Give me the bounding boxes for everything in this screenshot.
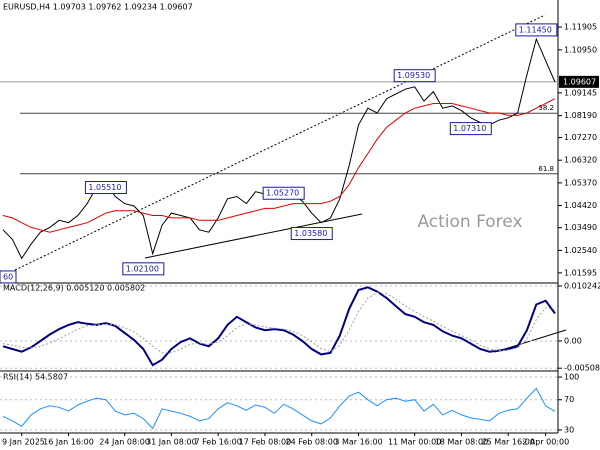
annotation-label: 1.05510 xyxy=(88,183,121,192)
price-annotation xyxy=(262,186,305,200)
annotation-label: 1.07310 xyxy=(453,124,486,133)
y-tick-label: 1.07270 xyxy=(564,133,597,142)
x-tick-label: 3 Mar 16:00 xyxy=(334,438,382,447)
x-tick-label: 17 Feb 08:00 xyxy=(239,438,291,447)
fib-label: 38.2 xyxy=(538,104,554,112)
x-tick-label: 18 Mar 08:00 xyxy=(435,438,488,447)
price-annotation xyxy=(0,270,17,284)
x-tick-label: 24 Jan 08:00 xyxy=(99,438,150,447)
y-tick-label: 1.01595 xyxy=(564,268,597,277)
y-tick-label: 1.10950 xyxy=(564,45,597,54)
series-line xyxy=(2,292,556,354)
x-tick-label: 11 Mar 00:00 xyxy=(388,438,441,447)
y-tick-label: 0.010242 xyxy=(564,281,600,290)
price-annotation xyxy=(393,69,436,83)
series-line xyxy=(2,387,556,430)
fib-label: 61.8 xyxy=(538,165,554,173)
x-tick-label: 24 Feb 08:00 xyxy=(286,438,338,447)
annotation-label: 1.05270 xyxy=(266,189,299,198)
y-tick-label: 70 xyxy=(564,395,574,404)
y-tick-label: 0.00 xyxy=(564,336,582,345)
x-tick-label: 16 Jan 16:00 xyxy=(43,438,94,447)
y-tick-label: 1.05370 xyxy=(564,178,597,187)
annotation-label: 1.02100 xyxy=(126,264,159,273)
x-tick-label: 9 Jan 2025 xyxy=(2,438,45,447)
y-tick-label: 1.02540 xyxy=(564,246,597,255)
y-tick-label: 1.09145 xyxy=(564,88,597,97)
x-tick-label: 25 Mar 16:00 xyxy=(482,438,535,447)
price-annotation xyxy=(122,262,165,276)
indicator-title: MACD(12,26,9) 0.005120 0.005802 xyxy=(3,284,145,293)
last-price-label: 1.09607 xyxy=(563,77,596,86)
y-tick-label: 30 xyxy=(564,425,574,434)
x-tick-label: 7 Feb 16:00 xyxy=(194,438,241,447)
watermark: Action Forex xyxy=(417,212,522,232)
last-price-box xyxy=(559,75,599,88)
trend-line xyxy=(144,213,363,259)
annotation-label: 60 xyxy=(3,272,13,281)
series-line xyxy=(2,98,556,233)
price-annotation xyxy=(449,122,492,136)
chart-title: EURUSD,H4 1.09703 1.09762 1.09234 1.0960… xyxy=(3,3,193,12)
annotation-label: 1.09530 xyxy=(397,71,430,80)
x-tick-label: 31 Jan 08:00 xyxy=(146,438,197,447)
y-tick-label: 1.08190 xyxy=(564,111,597,120)
price-annotation xyxy=(84,181,127,195)
y-tick-label: 1.04420 xyxy=(564,201,597,210)
y-tick-label: 1.11905 xyxy=(564,23,597,32)
price-annotation xyxy=(515,23,558,37)
y-tick-label: 1.06320 xyxy=(564,156,597,165)
annotation-label: 1.11450 xyxy=(519,25,552,34)
annotation-label: 1.03580 xyxy=(294,229,327,238)
x-tick-label: 2 Apr 00:00 xyxy=(522,438,569,447)
price-annotation xyxy=(290,227,333,241)
y-tick-label: 1.03490 xyxy=(564,223,597,232)
y-tick-label: 100 xyxy=(564,373,579,382)
